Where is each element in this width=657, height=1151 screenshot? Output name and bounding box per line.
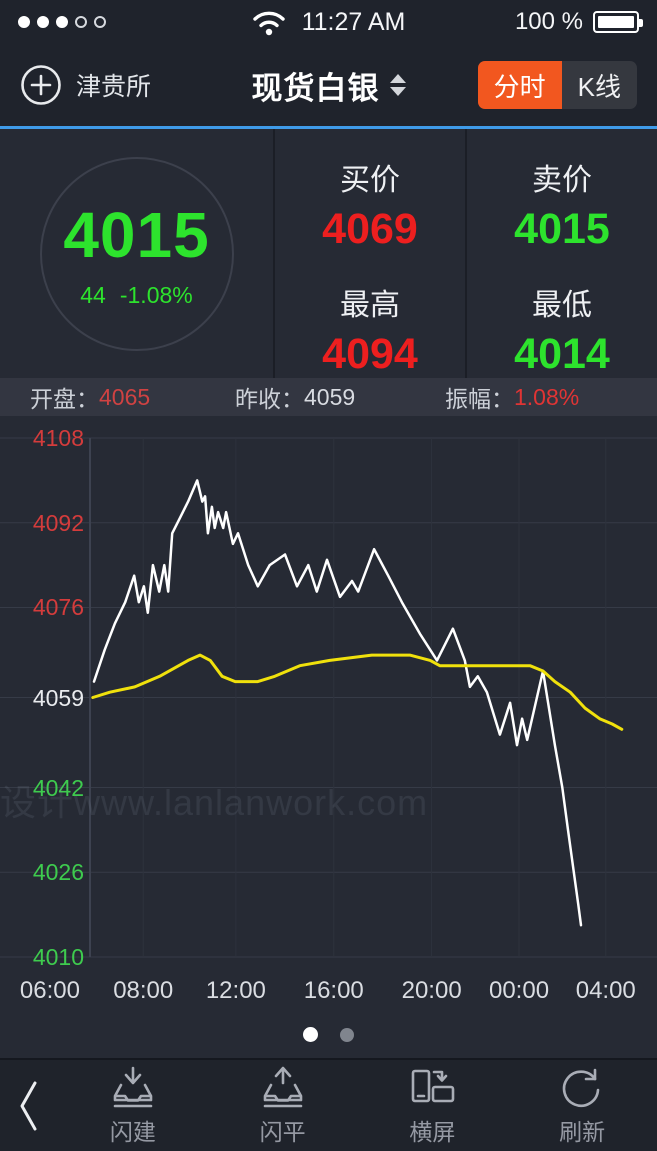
battery-percent: 100 % — [514, 8, 583, 35]
flash-build-button[interactable]: 闪建 — [58, 1065, 208, 1147]
sort-arrows-icon — [389, 74, 406, 96]
tab-timeshare[interactable]: 分时 — [477, 61, 562, 109]
y-axis-label: 4059 — [32, 684, 84, 711]
wifi-icon — [252, 11, 285, 36]
flash-build-icon — [113, 1066, 153, 1107]
pager-dot[interactable] — [340, 1027, 354, 1042]
flash-close-icon — [263, 1066, 302, 1107]
toolbar-item-label: 闪平 — [259, 1118, 306, 1145]
y-axis-label: 4010 — [32, 944, 84, 970]
high-price-label: 最高 — [339, 289, 400, 322]
battery-icon — [593, 11, 643, 33]
exchange-name: 津贵所 — [76, 73, 152, 101]
y-axis-label: 4108 — [32, 425, 84, 451]
buy-price-label: 买价 — [339, 164, 400, 197]
x-axis-label: 00:00 — [488, 977, 550, 1004]
plus-circle-icon[interactable] — [20, 64, 62, 106]
signal-dots-icon — [18, 16, 106, 28]
high-price-value: 4094 — [322, 330, 418, 378]
x-axis-label: 16:00 — [303, 977, 364, 1004]
open-price: 开盘： 4065 — [30, 383, 151, 413]
x-axis-label: 04:00 — [575, 977, 636, 1004]
status-bar: 11:27 AM 100 % — [0, 0, 657, 44]
last-price-circle: 4015 44 -1.08% — [39, 156, 234, 351]
change-value: 44 — [80, 282, 106, 308]
header: 津贵所 现货白银 分时 K线 — [0, 44, 657, 126]
page-title: 现货白银 — [251, 70, 380, 106]
amplitude: 振幅： 1.08% — [445, 383, 580, 413]
x-axis-label: 20:00 — [401, 977, 462, 1004]
session-summary-bar: 开盘： 4065 昨收： 4059 振幅： 1.08% — [0, 378, 657, 416]
x-axis-label: 08:00 — [113, 977, 174, 1004]
buy-price-value: 4069 — [322, 205, 418, 253]
rotate-screen-button[interactable]: 横屏 — [358, 1065, 508, 1147]
price-change: 44 -1.08% — [80, 282, 192, 309]
y-axis-label: 4042 — [32, 774, 84, 801]
instrument-selector[interactable]: 现货白银 — [0, 63, 657, 108]
sell-price-value: 4015 — [514, 205, 610, 253]
quote-panel: 4015 44 -1.08% 买价 4069 最高 4094 卖价 4015 — [0, 129, 657, 378]
quote-col-sell-low: 卖价 4015 最低 4014 — [465, 129, 657, 378]
bottom-toolbar: 闪建 闪平 横屏 刷新 — [0, 1058, 657, 1151]
chart-mode-tabs: 分时 K线 — [477, 61, 637, 109]
clock-time: 11:27 AM — [301, 7, 406, 36]
toolbar-item-label: 横屏 — [409, 1118, 456, 1145]
tab-kline[interactable]: K线 — [561, 61, 637, 109]
back-chevron-icon — [20, 1081, 37, 1130]
watermark: 设计www.lanlanwork.com — [0, 782, 429, 823]
low-price-label: 最低 — [531, 289, 592, 322]
y-axis-label: 4026 — [32, 859, 84, 886]
toolbar-item-label: 闪建 — [109, 1118, 156, 1145]
sell-price-label: 卖价 — [531, 164, 592, 197]
last-price: 4015 — [63, 199, 210, 271]
x-axis-labels: 06:00 08:00 12:00 16:00 20:00 00:00 04:00 — [0, 975, 657, 1011]
quote-col-buy-high: 买价 4069 最高 4094 — [273, 129, 465, 378]
timeshare-chart[interactable]: 4108 4092 4076 4059 4042 4026 4010 设计www.lanla… — [0, 416, 657, 975]
change-percent: -1.08% — [119, 282, 193, 308]
x-axis-label: 12:00 — [205, 977, 266, 1004]
y-axis-label: 4092 — [32, 509, 84, 536]
back-button[interactable] — [0, 1060, 58, 1151]
header-divider — [0, 126, 657, 129]
flash-close-button[interactable]: 闪平 — [208, 1065, 358, 1147]
rotate-screen-icon — [412, 1069, 455, 1102]
chart-canvas[interactable] — [0, 416, 657, 975]
pager-dot[interactable] — [303, 1027, 318, 1042]
low-price-value: 4014 — [514, 330, 610, 378]
refresh-icon — [562, 1068, 600, 1107]
x-axis-label: 06:00 — [19, 977, 80, 1004]
y-axis-label: 4076 — [32, 594, 84, 621]
toolbar-item-label: 刷新 — [559, 1118, 606, 1145]
refresh-button[interactable]: 刷新 — [507, 1065, 657, 1147]
page-indicator — [0, 1011, 657, 1058]
prev-close: 昨收： 4059 — [235, 383, 356, 413]
